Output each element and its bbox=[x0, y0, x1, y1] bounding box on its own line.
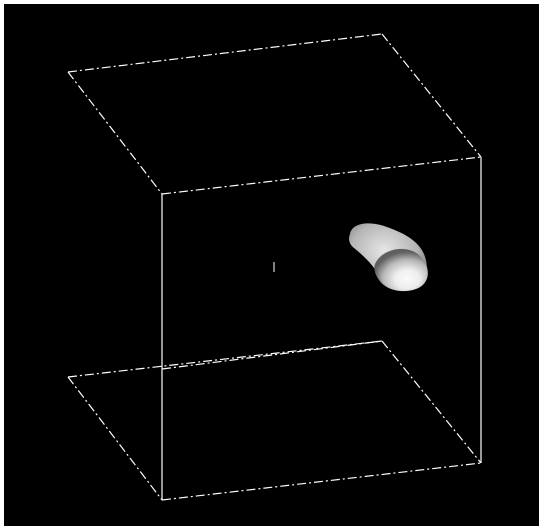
blob-lower-bulb bbox=[374, 248, 428, 292]
box-edge-bottom-left bbox=[67, 376, 163, 501]
box-edge-top-right bbox=[381, 33, 482, 158]
isosurface-blob[interactable] bbox=[349, 223, 428, 292]
box-edge-top-left bbox=[67, 71, 163, 195]
3d-render-viewport[interactable] bbox=[4, 4, 539, 526]
box-edge-bottom-right bbox=[381, 340, 482, 464]
bounding-box-back-edges bbox=[67, 33, 482, 501]
bounding-box-front-edges bbox=[161, 157, 482, 501]
volume-render-canvas[interactable] bbox=[4, 4, 539, 526]
box-edge-front-bottom bbox=[161, 462, 482, 501]
box-edge-top-front bbox=[161, 156, 482, 195]
box-edge-mid-front bbox=[161, 340, 383, 370]
box-edge-top-back bbox=[67, 33, 383, 73]
box-edge-bottom-back bbox=[67, 340, 383, 378]
